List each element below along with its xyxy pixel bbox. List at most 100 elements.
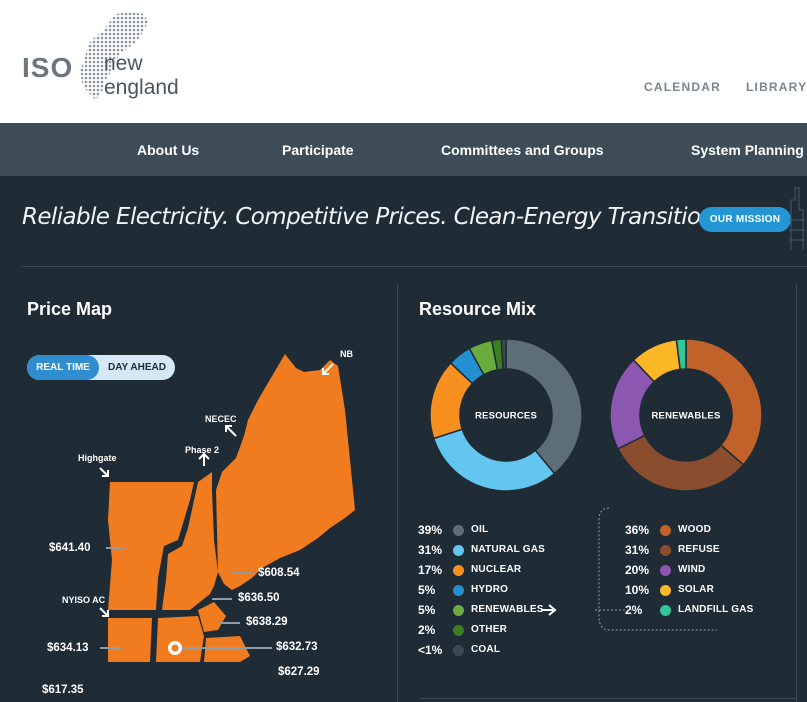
logo-new-england-text: new england	[104, 52, 179, 99]
divider	[397, 284, 398, 702]
legend-swatch-icon	[660, 585, 671, 596]
tagline: Reliable Electricity. Competitive Prices…	[22, 204, 722, 230]
legend-label: HYDRO	[471, 584, 509, 595]
resources-legend-item[interactable]: 17% NUCLEAR	[418, 563, 568, 579]
nav-participate[interactable]: Participate	[282, 142, 354, 158]
legend-swatch-icon	[453, 585, 464, 596]
price-map-title: Price Map	[27, 299, 113, 319]
legend-swatch-icon	[453, 605, 464, 616]
resources-legend-item[interactable]: 2% OTHER	[418, 623, 568, 639]
legend-swatch-icon	[453, 545, 464, 556]
resource-mix-title: Resource Mix	[419, 299, 537, 319]
renewables-donut-center-label: RENEWABLES	[651, 411, 720, 422]
resources-donut-hole	[463, 372, 549, 458]
renewables-legend-item[interactable]: 31% REFUSE	[625, 543, 775, 559]
legend-label: OTHER	[471, 624, 507, 635]
price-ne-mass[interactable]: $638.29	[246, 616, 288, 628]
price-map-graphic[interactable]	[0, 340, 397, 662]
legend-label: RENEWABLES	[471, 604, 544, 615]
price-vermont[interactable]: $641.40	[49, 542, 91, 554]
logo-iso-text: ISO	[22, 52, 74, 83]
our-mission-button[interactable]: OUR MISSION	[699, 207, 791, 232]
legend-label: OIL	[471, 524, 489, 535]
iso-ne-logo[interactable]: ISO new england	[22, 12, 222, 107]
legend-percent: 39%	[418, 523, 443, 537]
legend-label: COAL	[471, 644, 501, 655]
arrow-right-icon	[541, 604, 557, 616]
renewables-legend-item[interactable]: 20% WIND	[625, 563, 775, 579]
legend-swatch-icon	[660, 565, 671, 576]
price-west-mass[interactable]: $634.13	[47, 642, 89, 654]
resources-legend-item[interactable]: 5% RENEWABLES	[418, 603, 568, 619]
zone-central-mass	[156, 616, 204, 662]
divider	[796, 284, 797, 702]
interface-highgate-label[interactable]: Highgate	[78, 453, 117, 463]
renewables-legend-item[interactable]: 36% WOOD	[625, 523, 775, 539]
price-connecticut[interactable]: $617.35	[42, 684, 84, 696]
nav-committees-and-groups[interactable]: Committees and Groups	[441, 142, 604, 158]
resources-legend-item[interactable]: <1% COAL	[418, 643, 568, 659]
legend-swatch-icon	[660, 525, 671, 536]
legend-label: NUCLEAR	[471, 564, 522, 575]
legend-swatch-icon	[453, 625, 464, 636]
legend-percent: 2%	[418, 623, 436, 637]
resources-legend-item[interactable]: 5% HYDRO	[418, 583, 568, 599]
legend-percent: 5%	[418, 583, 436, 597]
interface-necec-label[interactable]: NECEC	[205, 414, 237, 424]
day-ahead-tab[interactable]: DAY AHEAD	[108, 362, 166, 373]
divider	[420, 698, 796, 699]
resources-donut-center-label: RESOURCES	[475, 411, 537, 422]
legend-percent: 20%	[625, 563, 650, 577]
legend-percent: 5%	[418, 603, 436, 617]
calendar-link[interactable]: CALENDAR	[644, 80, 721, 94]
renewables-legend-item[interactable]: 2% LANDFILL GAS	[625, 603, 775, 619]
divider	[22, 266, 807, 267]
renewables-slice-landfill-gas[interactable]	[675, 338, 687, 371]
resources-legend-item[interactable]: 39% OIL	[418, 523, 568, 539]
zone-ne-mass	[198, 602, 226, 632]
legend-label: SOLAR	[678, 584, 714, 595]
zone-new-hampshire	[162, 472, 218, 610]
site-header: ISO new england CALENDAR LIBRARY	[0, 0, 807, 123]
price-se-mass[interactable]: $627.29	[278, 666, 320, 678]
legend-percent: 2%	[625, 603, 643, 617]
price-maine[interactable]: $608.54	[258, 567, 300, 579]
legend-label: WOOD	[678, 524, 712, 535]
legend-label: NATURAL GAS	[471, 544, 546, 555]
price-new-hampshire[interactable]: $636.50	[238, 592, 280, 604]
legend-swatch-icon	[453, 525, 464, 536]
zone-west-mass	[108, 618, 152, 662]
legend-swatch-icon	[660, 605, 671, 616]
renewables-donut-chart[interactable]: RENEWABLES	[608, 337, 764, 493]
legend-label: REFUSE	[678, 544, 720, 555]
nav-about-us[interactable]: About Us	[137, 142, 200, 158]
renewables-legend-item[interactable]: 10% SOLAR	[625, 583, 775, 599]
legend-swatch-icon	[453, 565, 464, 576]
legend-percent: 36%	[625, 523, 650, 537]
nav-system-planning[interactable]: System Planning	[691, 142, 804, 158]
legend-swatch-icon	[660, 545, 671, 556]
resources-slice-coal[interactable]	[500, 338, 507, 370]
renewables-donut-hole	[643, 372, 729, 458]
renewables-slice-wood[interactable]	[685, 338, 763, 466]
legend-percent: 17%	[418, 563, 443, 577]
renewables-connector	[541, 507, 717, 631]
resources-slice-natural-gas[interactable]	[432, 428, 556, 492]
legend-swatch-icon	[453, 645, 464, 656]
legend-label: WIND	[678, 564, 706, 575]
skyline-decoration	[789, 187, 805, 250]
legend-percent: 31%	[625, 543, 650, 557]
resources-legend-item[interactable]: 31% NATURAL GAS	[418, 543, 568, 559]
resources-slice-oil[interactable]	[505, 338, 583, 475]
new-england-map-dots-icon	[80, 12, 148, 100]
real-time-tab[interactable]: REAL TIME	[27, 355, 99, 380]
price-hub[interactable]: $632.73	[276, 641, 318, 653]
legend-percent: <1%	[418, 643, 443, 657]
interface-phase2-label[interactable]: Phase 2	[185, 445, 220, 455]
interface-nb-label[interactable]: NB	[340, 349, 353, 359]
state-shapes	[108, 354, 355, 662]
interface-nyiso-ac-label[interactable]: NYISO AC	[62, 595, 106, 605]
resources-donut-chart[interactable]: RESOURCES	[428, 337, 584, 493]
library-link[interactable]: LIBRARY	[746, 80, 807, 94]
legend-label: LANDFILL GAS	[678, 604, 754, 615]
